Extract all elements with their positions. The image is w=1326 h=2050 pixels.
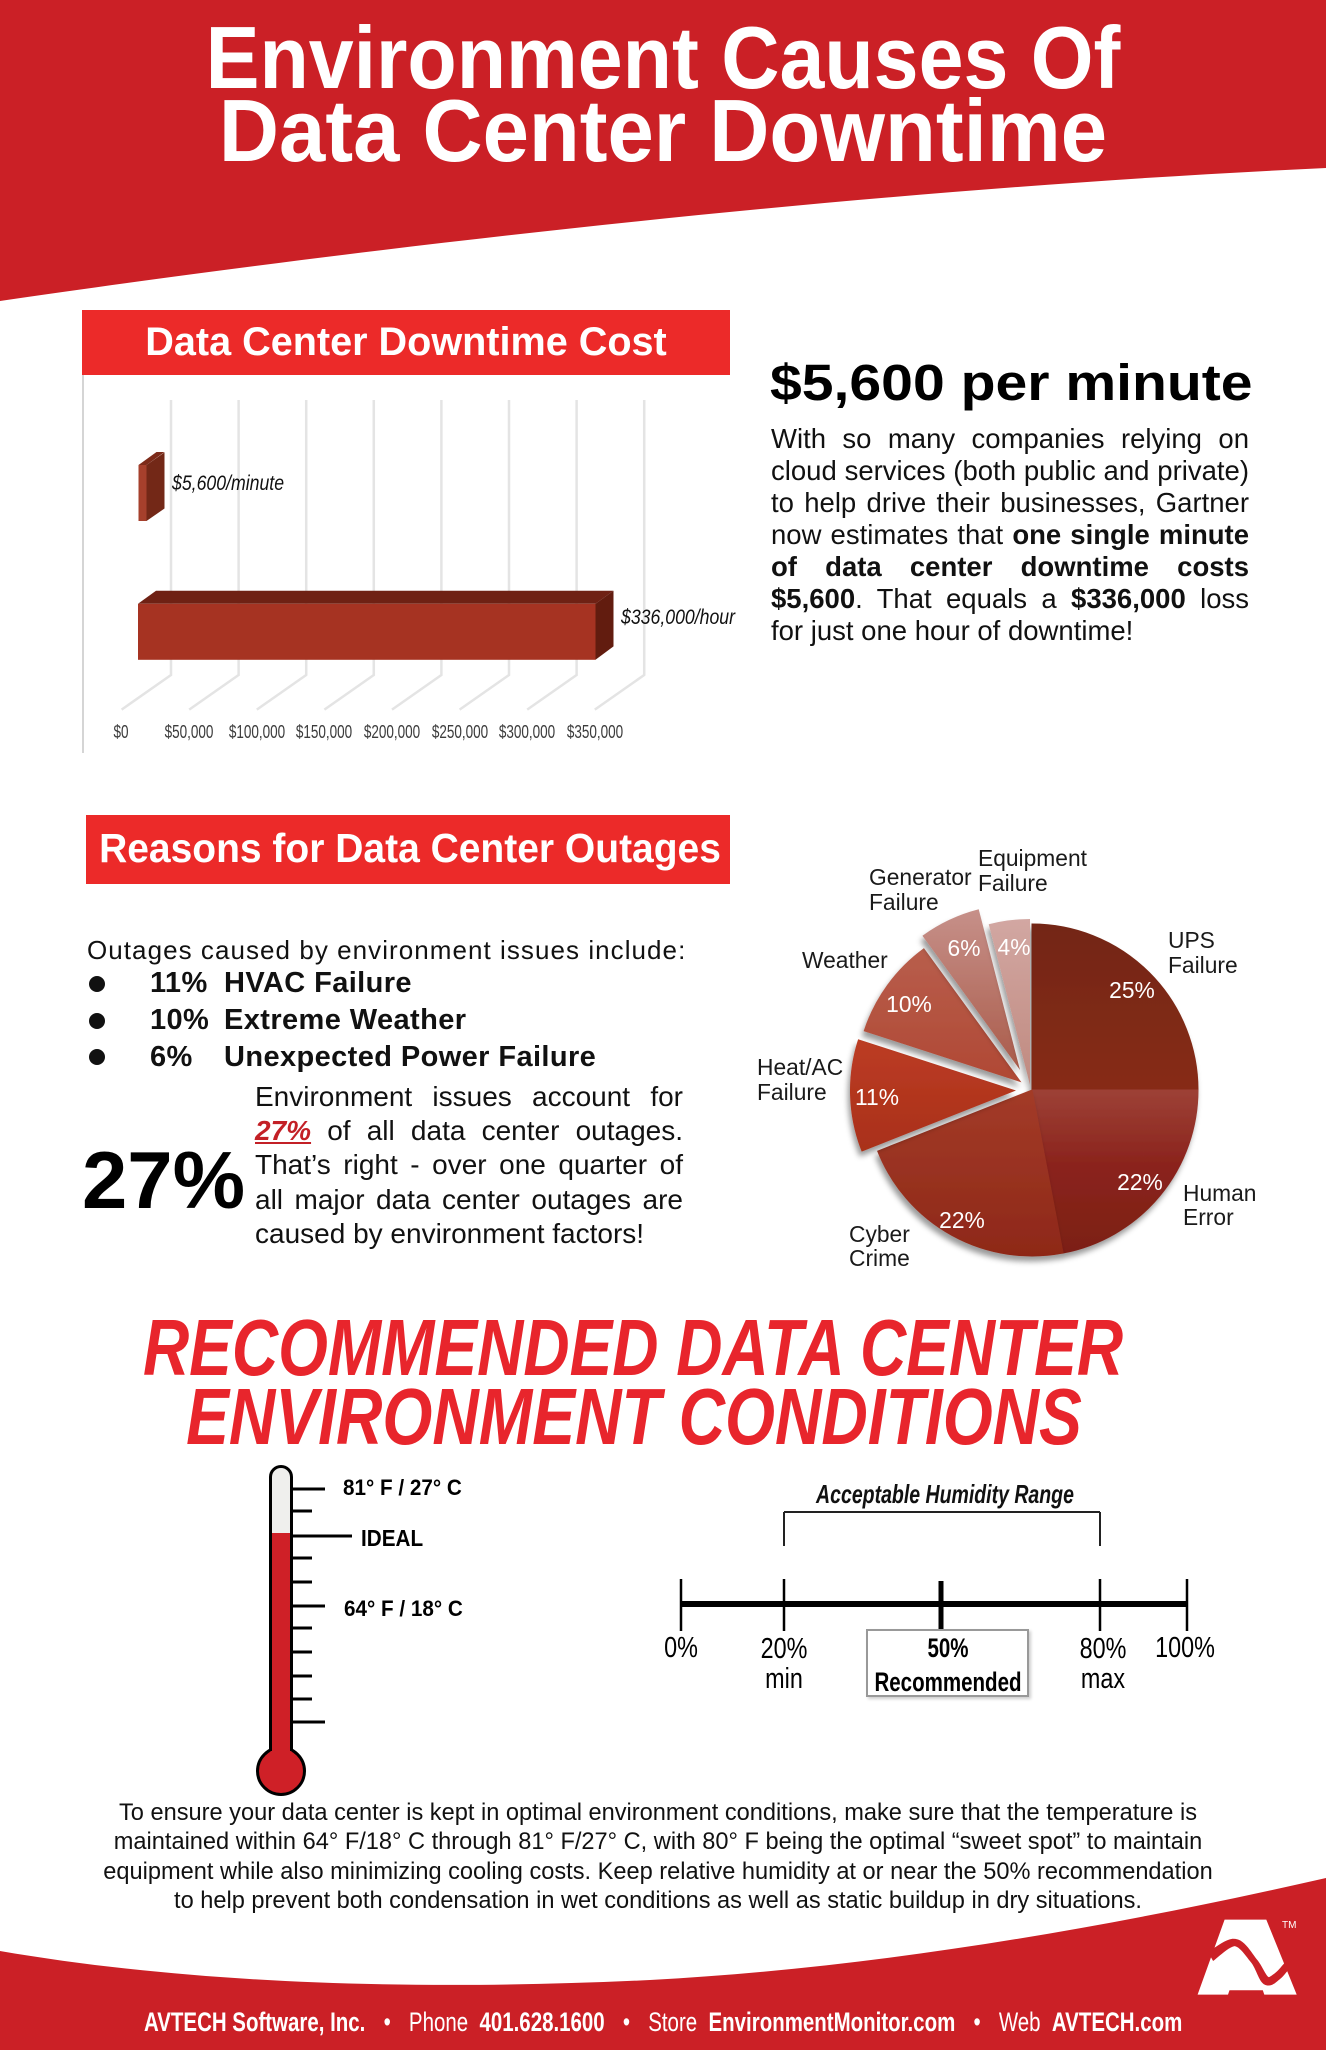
svg-text:TM: TM [1282, 1920, 1296, 1931]
